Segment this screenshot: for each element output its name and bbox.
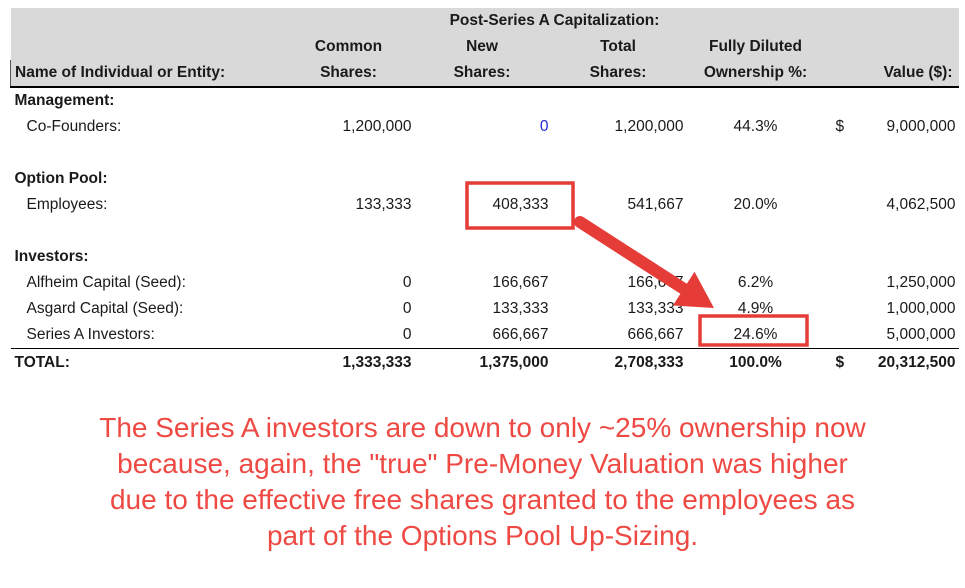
currency-symbol: $ — [835, 354, 845, 371]
cell-new-shares: 408,333 — [492, 196, 549, 213]
cell-new-shares: 166,667 — [492, 274, 549, 291]
table-row-total: TOTAL: 1,333,333 1,375,000 2,708,333 100… — [11, 349, 959, 378]
col-header-total-bottom: Shares: — [550, 60, 686, 88]
cell-common-shares: 0 — [402, 300, 412, 317]
header-title-row: Post-Series A Capitalization: — [10, 8, 959, 34]
cell-ownership-pct: 4.9% — [737, 300, 774, 317]
capitalization-table: Post-Series A Capitalization: Common New… — [10, 8, 959, 377]
col-header-common-top: Common — [283, 34, 414, 60]
cell-ownership-pct: 20.0% — [733, 196, 778, 213]
header-spacer — [825, 34, 959, 60]
value-amount: 20,312,500 — [877, 354, 956, 371]
cell-total-shares: 541,667 — [627, 196, 684, 213]
cell-value: 1,000,000 — [826, 296, 959, 322]
header-spacer — [825, 8, 959, 34]
value-amount: 1,250,000 — [886, 274, 956, 291]
cell-total-shares: 1,200,000 — [614, 118, 684, 135]
table-row-asgard: Asgard Capital (Seed): 0 133,333 133,333… — [11, 296, 959, 322]
annotation-caption: The Series A investors are down to only … — [0, 410, 965, 554]
col-header-diluted-bottom: Ownership %: — [685, 60, 826, 88]
col-header-common-bottom: Shares: — [283, 60, 414, 88]
table-row-blank — [11, 218, 959, 244]
col-header-value: Value ($): — [825, 60, 959, 88]
cell-ownership-pct: 100.0% — [729, 354, 782, 371]
cell-name: TOTAL: — [14, 354, 70, 371]
table-row-employees: Employees: 133,333 408,333 541,667 20.0%… — [11, 192, 959, 218]
cell-total-shares: 166,667 — [627, 274, 684, 291]
cell-total-shares: 2,708,333 — [614, 354, 684, 371]
caption-line: because, again, the "true" Pre-Money Val… — [117, 448, 848, 479]
caption-line: The Series A investors are down to only … — [99, 412, 866, 443]
cell-name: Series A Investors: — [10, 322, 284, 349]
table-row-blank — [11, 140, 959, 166]
cell-name: Alfheim Capital (Seed): — [26, 274, 186, 291]
cell-value: $20,312,500 — [826, 349, 959, 378]
cell-section-label: Management: — [14, 92, 115, 109]
cell-name: Co-Founders: — [26, 118, 122, 135]
header-spacer — [10, 8, 284, 34]
currency-symbol: $ — [835, 118, 845, 135]
cell-ownership-pct: 24.6% — [685, 322, 826, 349]
table-title: Post-Series A Capitalization: — [283, 8, 826, 34]
cell-ownership-pct: 6.2% — [737, 274, 774, 291]
cell-common-shares: 133,333 — [355, 196, 412, 213]
col-header-total-top: Total — [550, 34, 686, 60]
table-row-co-founders: Co-Founders: 1,200,000 0 1,200,000 44.3%… — [11, 114, 959, 140]
col-header-new-top: New — [413, 34, 551, 60]
value-amount: 9,000,000 — [886, 118, 956, 135]
table-row-option-pool: Option Pool: — [11, 166, 959, 192]
cell-section-label: Option Pool: — [14, 170, 108, 187]
col-header-diluted-top: Fully Diluted — [685, 34, 826, 60]
cell-name: Asgard Capital (Seed): — [26, 300, 184, 317]
cell-section-label: Investors: — [14, 248, 89, 265]
value-amount: 5,000,000 — [886, 326, 956, 343]
cell-value: 4,062,500 — [826, 192, 959, 218]
cell-new-shares: 0 — [539, 118, 549, 135]
table-row-management: Management: — [11, 87, 959, 114]
cell-total-shares: 133,333 — [627, 300, 684, 317]
value-amount: 1,000,000 — [886, 300, 956, 317]
table-header: Post-Series A Capitalization: Common New… — [10, 8, 959, 88]
cell-name: Employees: — [26, 196, 108, 213]
cell-value: $9,000,000 — [826, 114, 959, 140]
header-spacer — [10, 34, 284, 60]
cell-common-shares: 0 — [283, 322, 414, 349]
cell-value: 1,250,000 — [826, 270, 959, 296]
table-row-investors: Investors: — [11, 244, 959, 270]
cell-common-shares: 1,333,333 — [342, 354, 412, 371]
col-header-new-bottom: Shares: — [413, 60, 551, 88]
cell-common-shares: 1,200,000 — [342, 118, 412, 135]
cell-new-shares: 1,375,000 — [479, 354, 549, 371]
header-bottom-row: Name of Individual or Entity: Shares: Sh… — [10, 60, 959, 88]
cell-new-shares: 666,667 — [413, 322, 551, 349]
caption-line: part of the Options Pool Up-Sizing. — [266, 520, 699, 551]
cell-ownership-pct: 44.3% — [733, 118, 778, 135]
table-row-series-a: Series A Investors: 0 666,667 666,667 24… — [10, 322, 959, 349]
header-top-row: Common New Total Fully Diluted — [10, 34, 959, 60]
table-row-alfheim: Alfheim Capital (Seed): 0 166,667 166,66… — [11, 270, 959, 296]
cell-value: 5,000,000 — [825, 322, 959, 349]
value-amount: 4,062,500 — [886, 196, 956, 213]
cell-total-shares: 666,667 — [550, 322, 686, 349]
cell-new-shares: 133,333 — [492, 300, 549, 317]
cell-common-shares: 0 — [402, 274, 412, 291]
col-header-name: Name of Individual or Entity: — [10, 60, 284, 88]
caption-line: due to the effective free shares granted… — [109, 484, 856, 515]
